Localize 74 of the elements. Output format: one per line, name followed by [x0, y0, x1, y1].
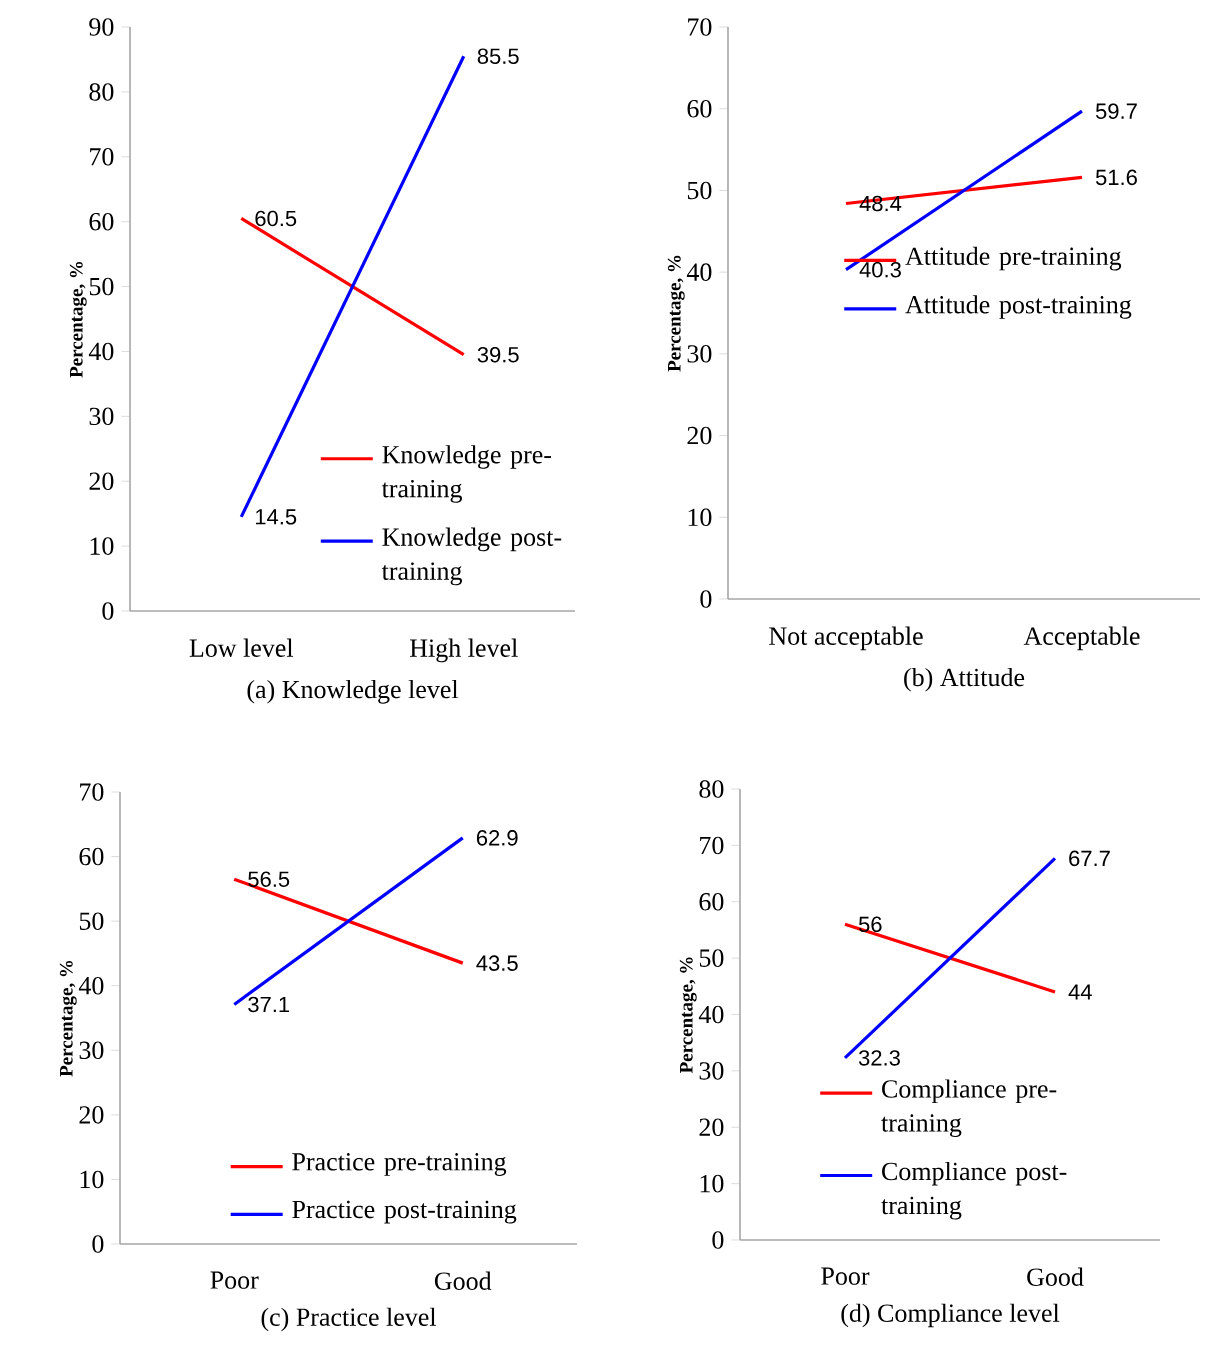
y-tick-label: 0 [712, 1231, 724, 1249]
y-tick-label: 10 [80, 1170, 104, 1189]
y-tick-label: 30 [79, 1041, 104, 1060]
y-axis-title: Percentage, % [69, 261, 87, 378]
data-label: 56.5 [248, 871, 290, 887]
y-tick-label: 80 [699, 780, 724, 798]
y-tick-label: 80 [89, 83, 114, 101]
y-tick-label: 0 [92, 1235, 104, 1253]
y-axis-title: Percentage, % [667, 255, 685, 372]
data-label: 56 [858, 916, 882, 933]
data-label: 62.9 [476, 830, 518, 846]
y-axis-title: Percentage, % [59, 960, 77, 1077]
legend-label: Knowledge post-training [381, 527, 562, 586]
y-tick-label: 60 [79, 847, 104, 866]
y-tick-label: 10 [688, 508, 712, 527]
data-label: 40.3 [859, 261, 901, 278]
data-label: 39.5 [477, 346, 519, 363]
legend-label: Practice pre-training [292, 1153, 507, 1176]
y-tick-label: 10 [90, 537, 114, 555]
y-tick-label: 30 [89, 407, 114, 426]
y-tick-label: 20 [89, 472, 114, 490]
y-tick-label: 40 [686, 263, 712, 281]
x-axis-title: (b) Attitude [904, 667, 1025, 692]
y-tick-label: 70 [700, 836, 724, 855]
y-tick-label: 10 [700, 1174, 724, 1193]
y-tick-label: 70 [80, 783, 104, 801]
x-tick-label: Low level [189, 638, 294, 657]
y-tick-label: 60 [699, 893, 724, 911]
y-tick-label: 60 [687, 99, 712, 118]
data-label: 32.3 [858, 1050, 900, 1066]
x-axis-title: (d) Compliance level [841, 1303, 1060, 1328]
y-tick-label: 20 [687, 426, 712, 445]
x-axis-title: (c) Practice level [261, 1307, 437, 1332]
y-tick-label: 40 [88, 342, 114, 361]
y-tick-label: 70 [688, 18, 712, 36]
y-tick-label: 40 [78, 976, 104, 995]
y-tick-label: 50 [79, 912, 104, 930]
legend-label: Attitude pre-training [905, 246, 1122, 271]
y-tick-label: 60 [89, 212, 114, 231]
y-tick-label: 20 [79, 1106, 104, 1124]
data-label: 67.7 [1069, 850, 1110, 867]
y-tick-label: 30 [687, 345, 712, 363]
x-tick-label: Acceptable [1023, 626, 1140, 651]
data-label: 37.1 [248, 996, 290, 1013]
data-label: 51.6 [1095, 169, 1137, 186]
x-tick-label: Poor [821, 1267, 870, 1285]
data-label: 59.7 [1095, 103, 1137, 119]
x-tick-label: Poor [210, 1271, 259, 1289]
legend-label: Attitude post-training [905, 295, 1132, 319]
legend-label: Practice post-training [292, 1200, 517, 1224]
y-axis-title: Percentage, % [679, 957, 697, 1074]
x-tick-label: Good [1027, 1267, 1084, 1286]
y-tick-label: 50 [699, 949, 724, 967]
y-tick-label: 0 [102, 602, 114, 620]
y-tick-label: 20 [699, 1118, 724, 1137]
data-label: 44 [1068, 984, 1092, 1000]
data-label: 43.5 [476, 955, 518, 971]
y-tick-label: 50 [687, 181, 712, 200]
x-tick-label: Not acceptable [769, 626, 923, 651]
y-tick-label: 50 [89, 277, 114, 296]
x-tick-label: High level [409, 638, 518, 663]
legend-label: Knowledge pre-training [381, 445, 552, 503]
x-tick-label: Good [434, 1271, 492, 1290]
y-tick-label: 30 [699, 1062, 724, 1080]
y-tick-label: 0 [700, 590, 712, 608]
y-tick-label: 70 [90, 148, 114, 166]
y-tick-label: 90 [89, 18, 114, 36]
data-label: 14.5 [255, 509, 297, 525]
legend-label: Compliance post-training [881, 1161, 1067, 1220]
legend-label: Compliance pre-training [881, 1079, 1057, 1138]
x-axis-title: (a) Knowledge level [247, 679, 459, 704]
data-label: 85.5 [477, 48, 519, 65]
data-label: 60.5 [255, 210, 297, 227]
y-tick-label: 40 [698, 1005, 724, 1024]
